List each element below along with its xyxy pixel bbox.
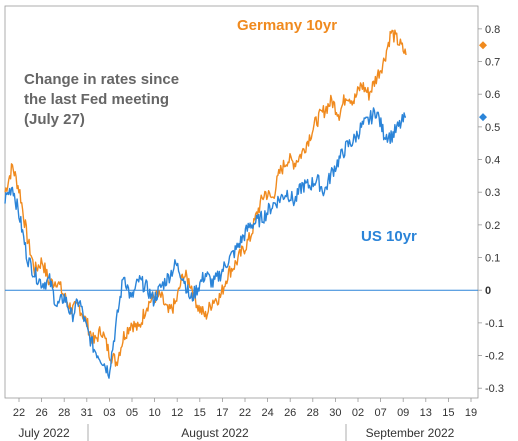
series-labels: Germany 10yr US 10yr: [237, 17, 417, 245]
y-tick-label: 0.5: [485, 122, 500, 134]
x-tick-label: 30: [329, 407, 341, 419]
x-tick-label: 15: [194, 407, 206, 419]
series-label-germany-10yr: Germany 10yr: [237, 17, 337, 34]
y-tick-label: -0.2: [485, 351, 504, 363]
y-tick-label: 0.1: [485, 253, 500, 265]
month-labels: July 2022 August 2022 September 2022: [18, 424, 455, 441]
x-tick-label: 28: [58, 407, 70, 419]
y-tick-label: 0: [485, 285, 491, 297]
y-tick-label: 0.6: [485, 89, 500, 101]
x-tick-label: 26: [284, 407, 296, 419]
x-tick-label: 02: [352, 407, 364, 419]
annotation-layer: Change in rates since the last Fed meetin…: [24, 71, 179, 128]
month-label: September 2022: [366, 426, 455, 440]
y-tick-label: 0.7: [485, 57, 500, 69]
x-tick-label: 22: [239, 407, 251, 419]
x-tick-label: 24: [261, 407, 273, 419]
x-tick-label: 28: [307, 407, 319, 419]
x-tick-label: 09: [397, 407, 409, 419]
y-tick-label: 0.3: [485, 187, 500, 199]
x-tick-label: 19: [465, 407, 477, 419]
x-tick-label: 17: [216, 407, 228, 419]
y-tick-label: -0.1: [485, 318, 504, 330]
x-tick-label: 12: [171, 407, 183, 419]
series-label-us-10yr: US 10yr: [361, 228, 417, 245]
y-tick-label: 0.4: [485, 155, 500, 167]
x-tick-label: 07: [374, 407, 386, 419]
x-tick-label: 05: [126, 407, 138, 419]
annotation-line: (July 27): [24, 111, 85, 128]
series-end-marker: [479, 113, 487, 122]
month-label: August 2022: [181, 426, 249, 440]
y-tick-label: -0.3: [485, 383, 504, 395]
month-label: July 2022: [18, 426, 70, 440]
x-tick-label: 13: [420, 407, 432, 419]
series-line-us-10yr: [4, 107, 406, 379]
x-tick-label: 15: [442, 407, 454, 419]
x-tick-label: 26: [35, 407, 47, 419]
y-axis-ticks: -0.3 -0.2 -0.1 0 0.1 0.2 0.3 0.4 0.5 0.6 0.7 0.8: [478, 24, 504, 395]
series-end-marker: [479, 41, 487, 50]
x-tick-label: 31: [81, 407, 93, 419]
y-tick-label: 0.2: [485, 220, 500, 232]
annotation-line: Change in rates since: [24, 71, 179, 88]
x-tick-label: 03: [103, 407, 115, 419]
y-tick-label: 0.8: [485, 24, 500, 36]
annotation-line: the last Fed meeting: [24, 91, 169, 108]
x-tick-label: 22: [13, 407, 25, 419]
series-layer: [4, 29, 487, 379]
x-tick-label: 10: [148, 407, 160, 419]
x-axis-ticks: 22 26 28 31 03 05 10 12 15 17 22 24 26 28 30 02 07 09 13 15…: [13, 398, 477, 419]
